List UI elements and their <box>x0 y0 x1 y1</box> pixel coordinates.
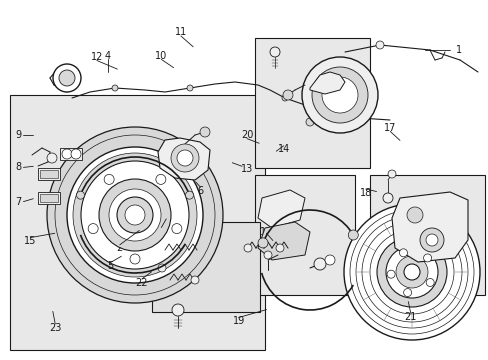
Circle shape <box>311 67 367 123</box>
Circle shape <box>419 228 443 252</box>
Text: 23: 23 <box>49 323 61 333</box>
Bar <box>38 192 60 204</box>
Bar <box>254 175 354 295</box>
Text: 20: 20 <box>240 130 253 140</box>
Circle shape <box>185 191 193 199</box>
Bar <box>369 175 484 295</box>
Text: 16: 16 <box>260 227 272 237</box>
Polygon shape <box>258 222 309 260</box>
Text: 19: 19 <box>232 316 244 326</box>
Circle shape <box>186 85 193 91</box>
Circle shape <box>59 70 75 86</box>
Circle shape <box>125 205 145 225</box>
Text: 15: 15 <box>24 236 37 246</box>
Circle shape <box>325 255 334 265</box>
Circle shape <box>172 304 183 316</box>
Bar <box>254 38 369 168</box>
Circle shape <box>200 127 209 137</box>
Circle shape <box>171 224 182 234</box>
Circle shape <box>305 118 313 126</box>
Circle shape <box>71 149 81 159</box>
Circle shape <box>258 238 267 248</box>
Circle shape <box>99 179 171 251</box>
Circle shape <box>385 246 437 298</box>
Circle shape <box>347 230 358 240</box>
Circle shape <box>244 244 251 252</box>
Circle shape <box>53 64 81 92</box>
Polygon shape <box>158 138 209 180</box>
Circle shape <box>117 197 153 233</box>
Circle shape <box>177 150 193 166</box>
Bar <box>40 170 58 178</box>
Text: 2: 2 <box>117 243 122 253</box>
Polygon shape <box>309 72 345 94</box>
Polygon shape <box>258 190 305 228</box>
Circle shape <box>47 153 57 163</box>
Circle shape <box>282 95 287 101</box>
Circle shape <box>399 249 407 257</box>
Text: 22: 22 <box>135 278 148 288</box>
Circle shape <box>403 289 411 297</box>
Text: 9: 9 <box>16 130 21 140</box>
Text: 1: 1 <box>455 45 461 55</box>
Circle shape <box>112 85 118 91</box>
Bar <box>60 148 82 160</box>
Circle shape <box>375 41 383 49</box>
Circle shape <box>275 244 284 252</box>
Text: 17: 17 <box>383 123 396 133</box>
Circle shape <box>104 174 114 184</box>
Circle shape <box>73 153 197 277</box>
Text: 7: 7 <box>16 197 21 207</box>
Circle shape <box>47 127 223 303</box>
Text: 21: 21 <box>404 312 416 322</box>
Bar <box>152 222 260 312</box>
Text: 6: 6 <box>197 186 203 196</box>
Circle shape <box>376 237 446 307</box>
Circle shape <box>302 57 377 133</box>
Circle shape <box>382 193 392 203</box>
Circle shape <box>264 251 271 259</box>
Text: 12: 12 <box>90 52 103 62</box>
Circle shape <box>283 90 292 100</box>
Circle shape <box>171 144 199 172</box>
Circle shape <box>386 270 394 278</box>
Circle shape <box>423 254 431 262</box>
Circle shape <box>406 207 422 223</box>
Bar <box>10 95 264 350</box>
Circle shape <box>425 234 437 246</box>
Circle shape <box>109 189 161 241</box>
Text: 10: 10 <box>155 51 167 61</box>
Text: 5: 5 <box>107 261 113 271</box>
Circle shape <box>62 149 72 159</box>
Text: 4: 4 <box>104 51 110 61</box>
Circle shape <box>67 147 203 283</box>
Circle shape <box>343 204 479 340</box>
Text: 13: 13 <box>240 164 253 174</box>
Circle shape <box>313 258 325 270</box>
Polygon shape <box>391 192 467 262</box>
Text: 11: 11 <box>174 27 187 37</box>
Circle shape <box>81 161 189 269</box>
Circle shape <box>130 254 140 264</box>
Bar <box>40 194 58 202</box>
Text: 14: 14 <box>277 144 289 154</box>
Text: 8: 8 <box>16 162 21 172</box>
Circle shape <box>76 191 84 199</box>
Circle shape <box>426 279 433 287</box>
Circle shape <box>321 77 357 113</box>
Text: 3: 3 <box>158 225 164 235</box>
Circle shape <box>403 264 419 280</box>
Circle shape <box>88 224 98 234</box>
Circle shape <box>191 276 199 284</box>
Circle shape <box>387 170 395 178</box>
Circle shape <box>156 174 165 184</box>
Bar <box>38 168 60 180</box>
Circle shape <box>395 256 427 288</box>
Circle shape <box>269 47 280 57</box>
Text: 18: 18 <box>359 188 371 198</box>
Circle shape <box>158 264 165 272</box>
